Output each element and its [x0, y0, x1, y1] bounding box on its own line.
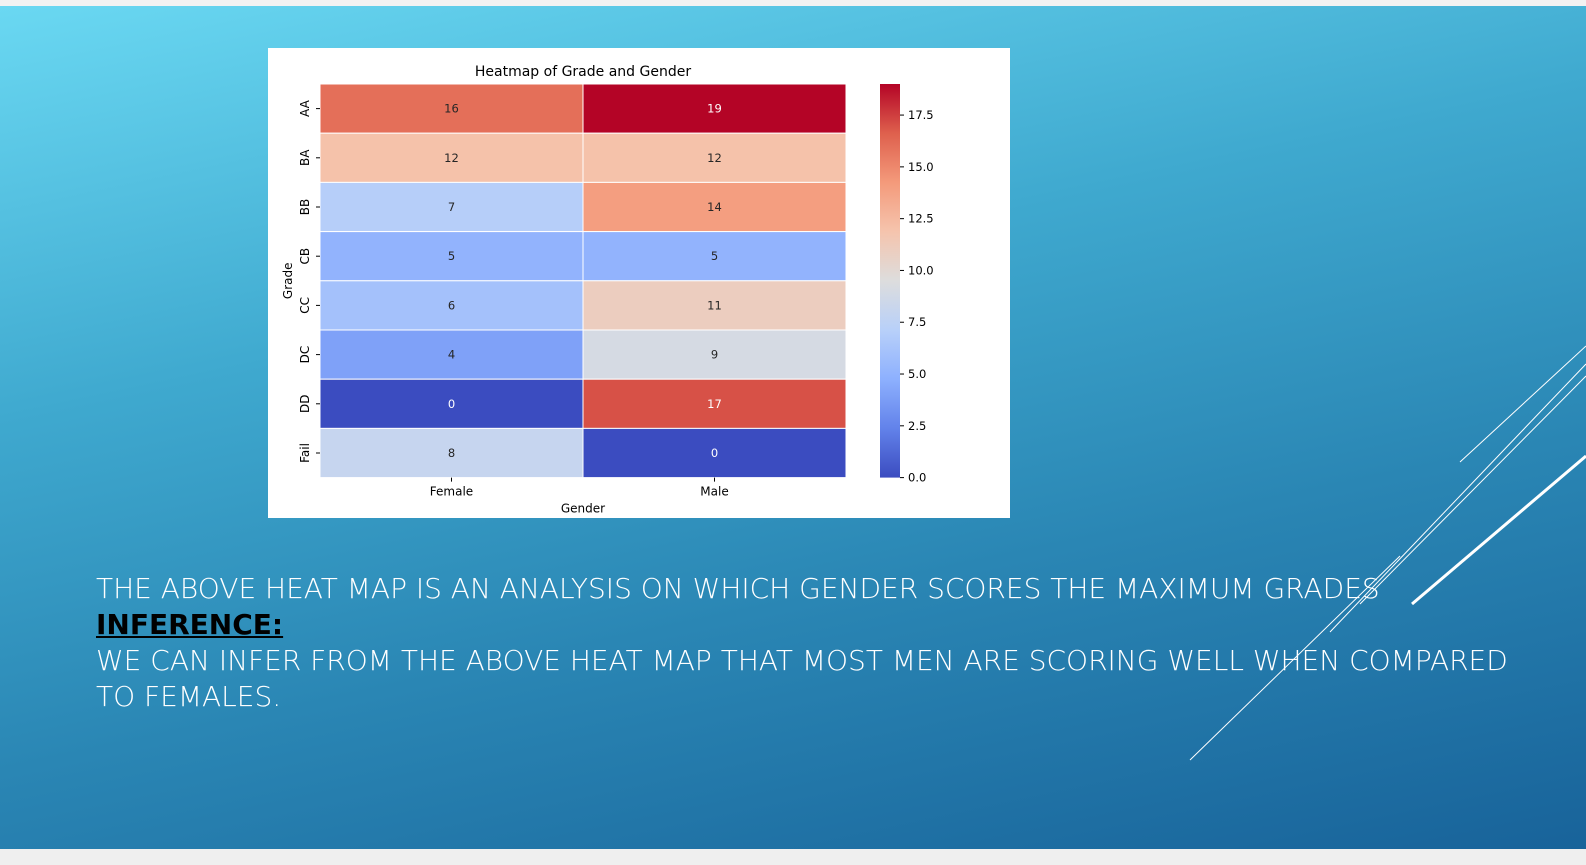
y-axis-label: Grade — [281, 263, 295, 300]
deco-line — [1459, 345, 1586, 463]
cell-value-label: 11 — [707, 298, 722, 312]
colorbar-tick-label: 0.0 — [908, 471, 926, 485]
y-tick-label: BB — [298, 199, 312, 215]
cell-value-label: 0 — [448, 397, 455, 411]
colorbar-tick-label: 10.0 — [908, 263, 934, 277]
slide-text: THE ABOVE HEAT MAP IS AN ANALYSIS ON WHI… — [96, 571, 1546, 715]
y-tick-label: DC — [298, 346, 312, 364]
x-tick-label: Female — [430, 485, 473, 499]
colorbar-tick-label: 5.0 — [908, 367, 926, 381]
heatmap-cell — [319, 231, 584, 282]
cell-value-label: 8 — [448, 446, 455, 460]
heatmap-cell — [582, 427, 847, 479]
heatmap-cell — [582, 329, 847, 380]
heatmap-cell — [582, 378, 847, 429]
colorbar-tick-label: 7.5 — [908, 315, 926, 329]
heatmap-cell — [582, 280, 847, 331]
cell-value-label: 7 — [448, 200, 455, 214]
inference-line-2: TO FEMALES. — [96, 680, 282, 713]
decorative-lines — [1189, 345, 1586, 761]
y-tick-label: CC — [298, 297, 312, 314]
heatmap-cell — [319, 427, 584, 479]
cell-value-label: 19 — [707, 102, 722, 116]
cell-value-label: 9 — [711, 348, 718, 362]
heatmap-cell — [319, 329, 584, 380]
deco-line — [1329, 363, 1586, 633]
cell-value-label: 6 — [448, 298, 455, 312]
deco-line — [1411, 454, 1586, 606]
cell-value-label: 12 — [444, 151, 459, 165]
heatmap-cell — [319, 280, 584, 331]
heatmap-cell — [319, 83, 584, 134]
heatmap-cell — [582, 132, 847, 183]
y-tick-label: CB — [298, 248, 312, 265]
heatmap-chart: Heatmap of Grade and Gender 16 19 12 12 7 14 5 5… — [268, 48, 1010, 518]
main-text: THE ABOVE HEAT MAP IS AN ANALYSIS ON WHI… — [96, 572, 1380, 605]
cell-value-label: 14 — [707, 200, 722, 214]
cell-value-label: 17 — [707, 397, 722, 411]
cell-value-label: 5 — [448, 249, 455, 263]
x-axis-label: Gender — [561, 502, 605, 516]
chart-title: Heatmap of Grade and Gender — [475, 64, 691, 80]
cell-value-label: 4 — [448, 348, 455, 362]
colorbar-tick-label: 15.0 — [908, 160, 934, 174]
cell-value-label: 16 — [444, 102, 459, 116]
y-tick-label: BA — [298, 149, 312, 166]
colorbar-tick-label: 17.5 — [908, 108, 934, 122]
bottom-bar — [0, 849, 1586, 865]
heatmap-cell — [319, 181, 584, 233]
deco-line — [1359, 375, 1586, 605]
heatmap-cell — [582, 231, 847, 282]
heatmap-svg: Heatmap of Grade and Gender 16 19 12 12 7 14 5 5… — [281, 64, 934, 516]
colorbar-tick-label: 2.5 — [908, 419, 926, 433]
colorbar — [880, 84, 900, 478]
deco-line — [1189, 555, 1401, 761]
y-tick-label: AA — [298, 99, 312, 117]
heatmap-cell — [319, 132, 584, 183]
inference-heading: INFERENCE: — [96, 608, 284, 641]
colorbar-tick-label: 12.5 — [908, 212, 934, 226]
cell-value-label: 0 — [711, 446, 718, 460]
y-tick-label: DD — [298, 395, 312, 413]
y-tick-label: Fail — [298, 443, 312, 463]
slide: Heatmap of Grade and Gender 16 19 12 12 7 14 5 5… — [0, 6, 1586, 849]
x-tick-label: Male — [700, 485, 728, 499]
heatmap-cell — [582, 181, 847, 233]
inference-line-1: WE CAN INFER FROM THE ABOVE HEAT MAP THA… — [96, 644, 1508, 677]
cell-value-label: 12 — [707, 151, 722, 165]
cell-value-label: 5 — [711, 249, 718, 263]
